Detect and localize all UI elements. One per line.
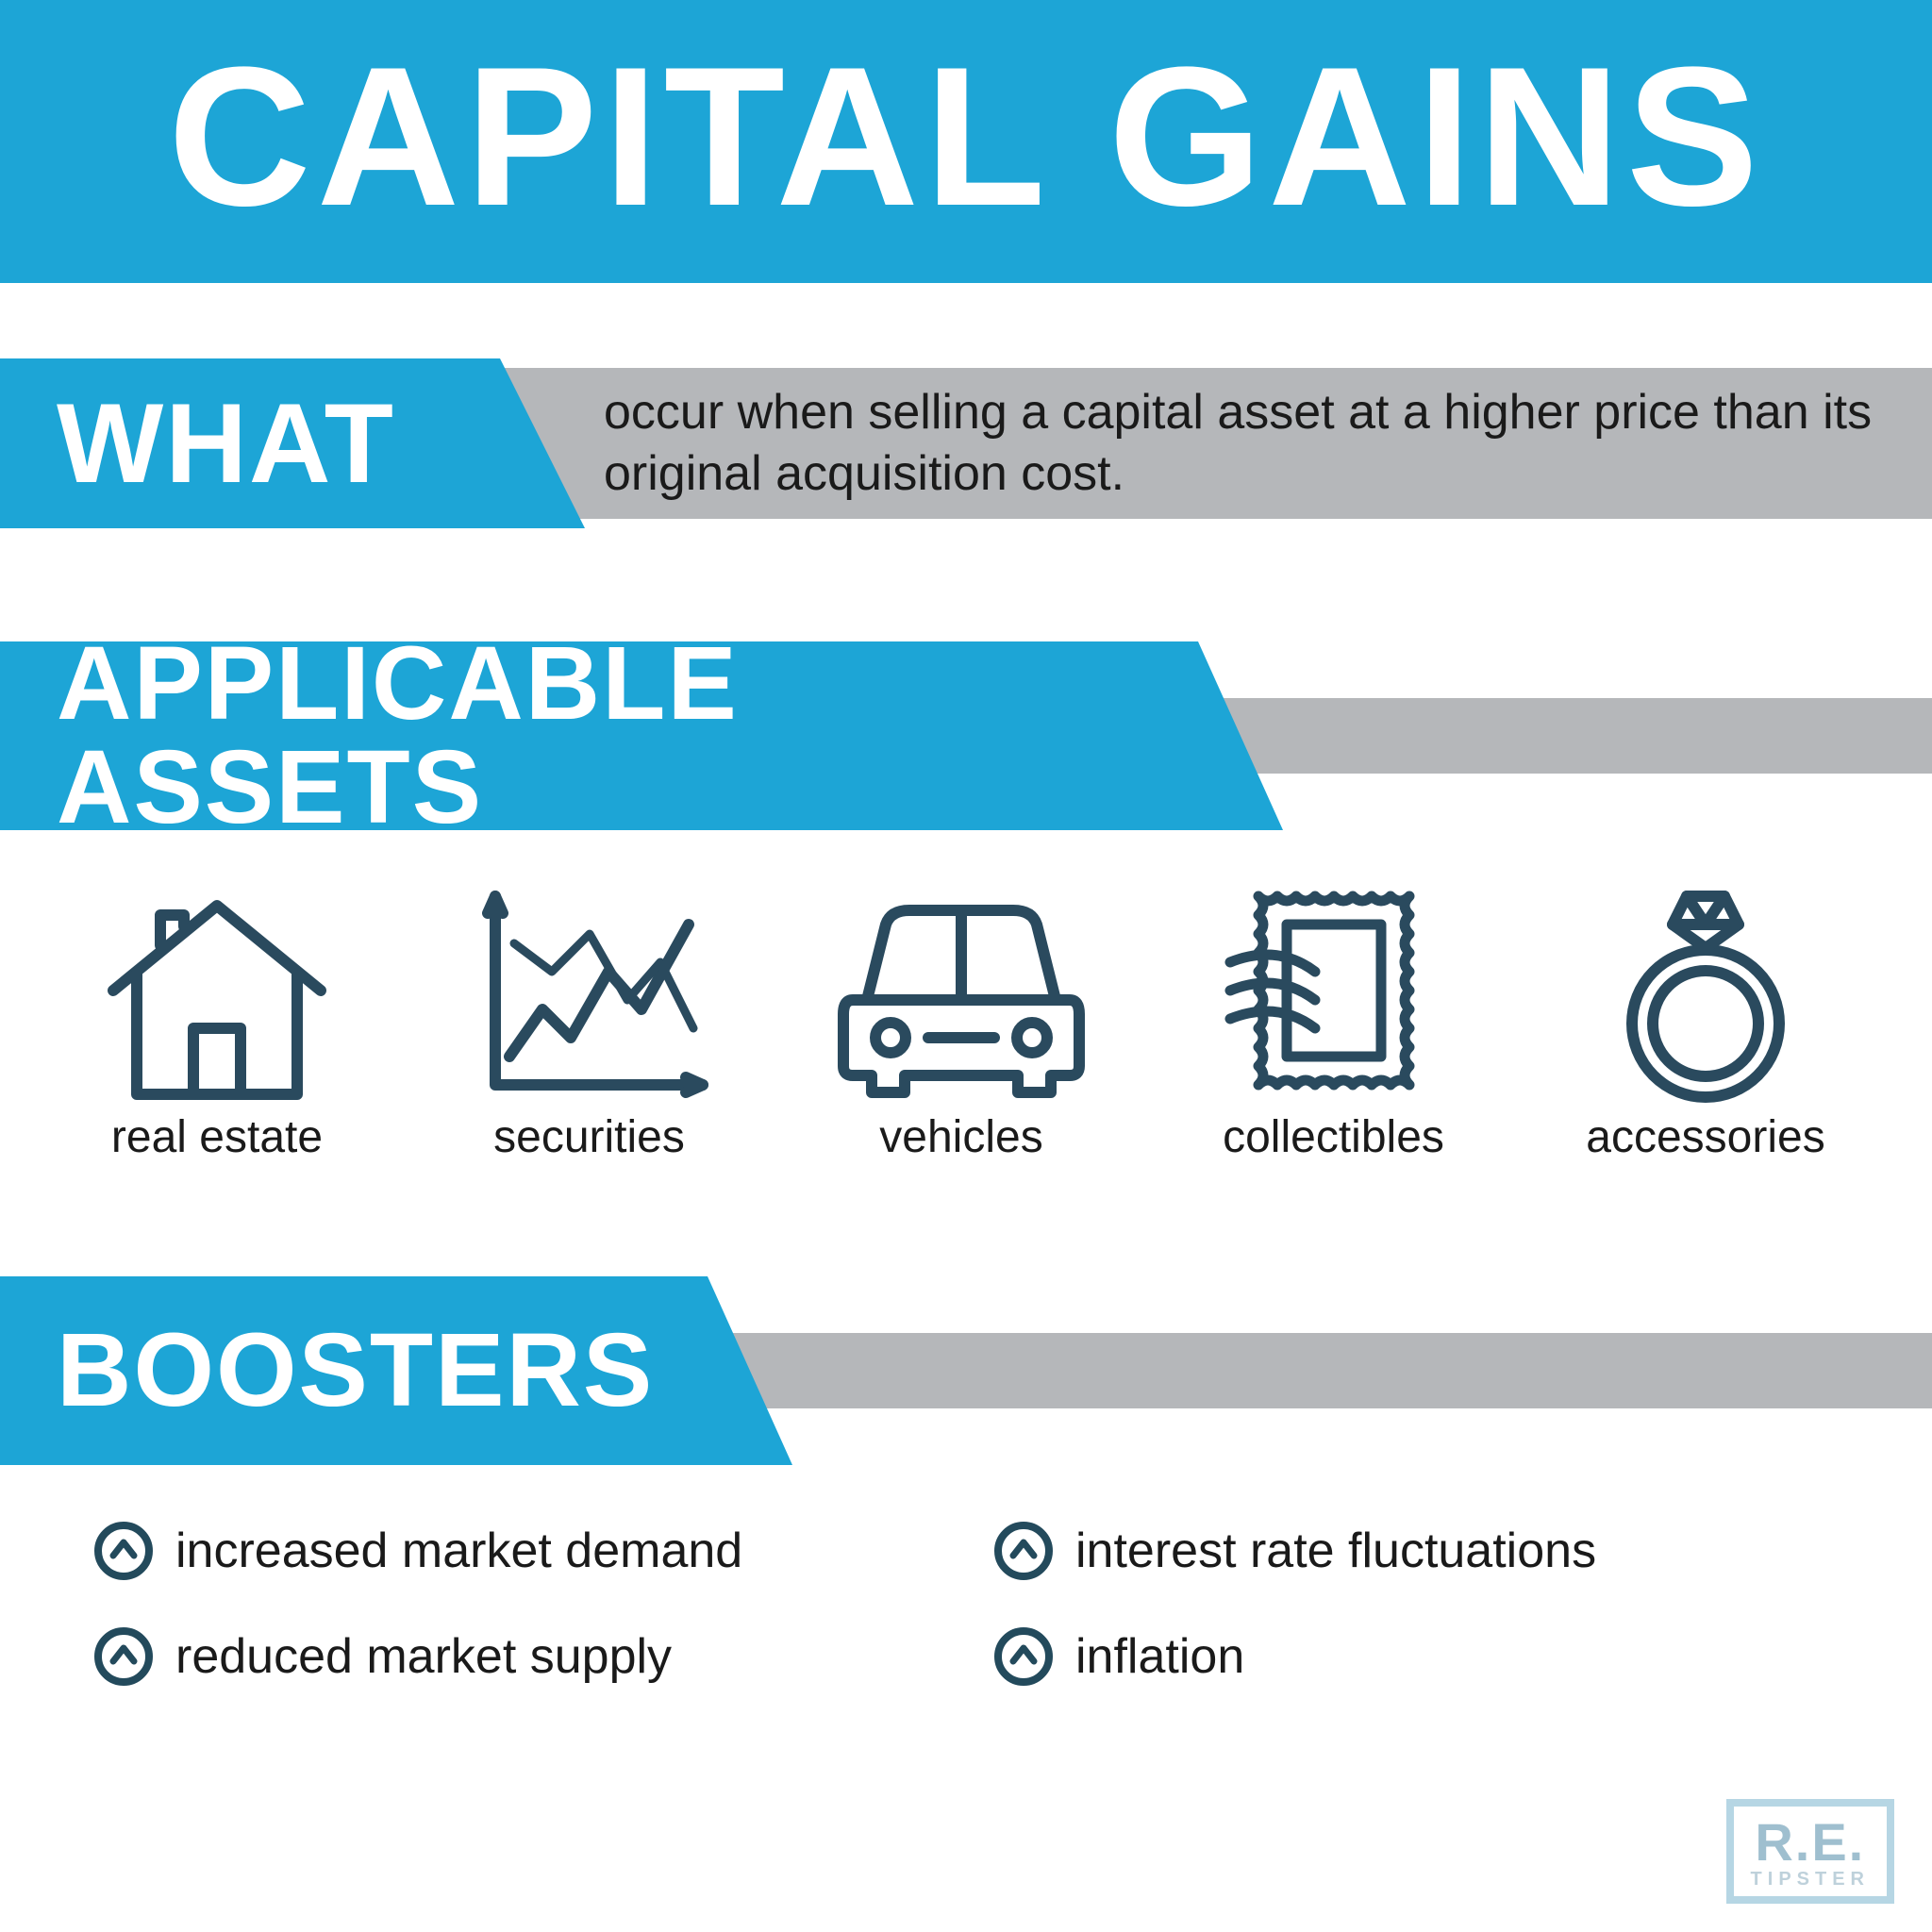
boosters-list: increased market demand interest rate fl… xyxy=(0,1465,1932,1686)
logo-sub: TIPSTER xyxy=(1751,1869,1870,1890)
asset-label: accessories xyxy=(1586,1111,1824,1163)
section-label: BOOSTERS xyxy=(57,1319,654,1423)
asset-label: collectibles xyxy=(1223,1111,1444,1163)
section-what: WHAT occur when selling a capital asset … xyxy=(0,358,1932,528)
booster-label: increased market demand xyxy=(175,1523,742,1579)
house-icon xyxy=(94,877,340,1104)
up-arrow-icon xyxy=(94,1627,153,1686)
what-description: occur when selling a capital asset at a … xyxy=(585,358,1932,528)
page-title: CAPITAL GAINS xyxy=(0,38,1932,236)
up-arrow-icon xyxy=(994,1627,1053,1686)
booster-label: inflation xyxy=(1075,1628,1244,1685)
section-tag-assets: APPLICABLE ASSETS xyxy=(0,641,1283,830)
ring-icon xyxy=(1602,877,1809,1104)
booster-item: inflation xyxy=(994,1627,1838,1686)
asset-vehicles: vehicles xyxy=(820,877,1103,1163)
booster-item: increased market demand xyxy=(94,1522,938,1580)
asset-accessories: accessories xyxy=(1564,877,1847,1163)
chart-icon xyxy=(467,877,712,1104)
up-arrow-icon xyxy=(94,1522,153,1580)
section-tag-boosters: BOOSTERS xyxy=(0,1276,792,1465)
assets-icon-row: real estate securities xyxy=(0,830,1932,1163)
asset-label: vehicles xyxy=(879,1111,1042,1163)
brand-logo: R.E. TIPSTER xyxy=(1726,1799,1894,1904)
booster-label: reduced market supply xyxy=(175,1628,672,1685)
asset-collectibles: collectibles xyxy=(1192,877,1475,1163)
booster-label: interest rate fluctuations xyxy=(1075,1523,1596,1579)
car-icon xyxy=(829,877,1093,1104)
up-arrow-icon xyxy=(994,1522,1053,1580)
section-assets: APPLICABLE ASSETS xyxy=(0,641,1932,830)
section-tag-what: WHAT xyxy=(0,358,585,528)
asset-label: real estate xyxy=(111,1111,323,1163)
booster-item: reduced market supply xyxy=(94,1627,938,1686)
logo-main: R.E. xyxy=(1751,1816,1870,1869)
stamp-icon xyxy=(1211,877,1457,1104)
section-label: APPLICABLE ASSETS xyxy=(57,632,1151,840)
asset-label: securities xyxy=(493,1111,685,1163)
section-label: WHAT xyxy=(57,387,395,500)
section-boosters: BOOSTERS xyxy=(0,1276,1932,1465)
asset-securities: securities xyxy=(448,877,731,1163)
booster-item: interest rate fluctuations xyxy=(994,1522,1838,1580)
asset-real-estate: real estate xyxy=(75,877,358,1163)
title-banner: CAPITAL GAINS xyxy=(0,0,1932,283)
